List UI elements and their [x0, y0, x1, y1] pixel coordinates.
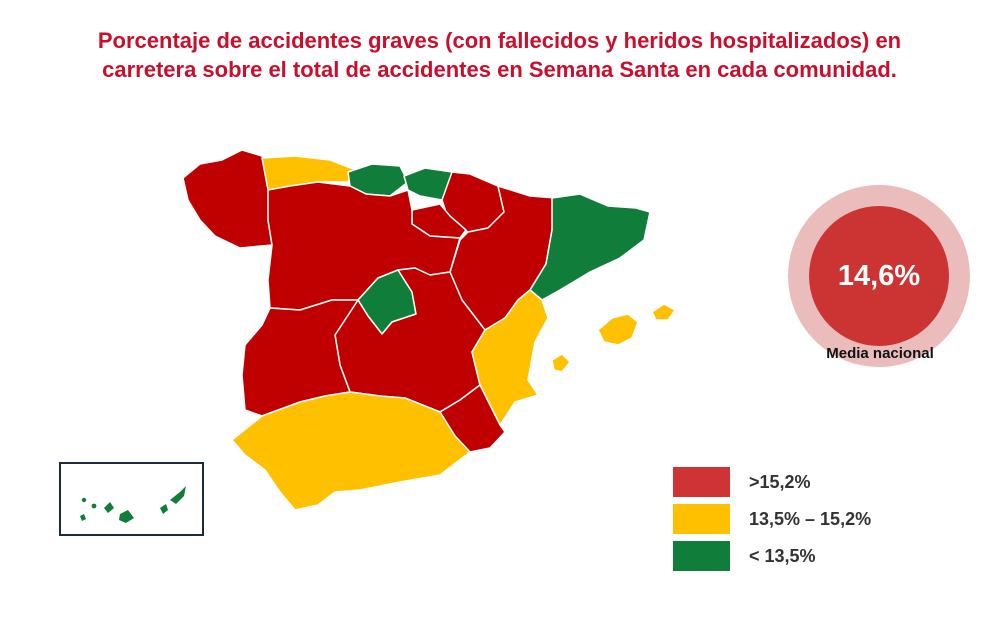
legend-label-mid: 13,5% – 15,2%: [749, 509, 872, 529]
legend-swatch-high: [673, 467, 730, 497]
canary-islands-inset: [59, 462, 204, 536]
legend-label-low: < 13,5%: [749, 546, 816, 566]
national-average-value: 14,6%: [837, 259, 921, 292]
national-average-label: Media nacional: [826, 345, 934, 362]
map-title: Porcentaje de accidentes graves (con fal…: [0, 26, 999, 84]
title-line-1: Porcentaje de accidentes graves (con fal…: [97, 28, 902, 53]
legend-swatch-low: [673, 541, 730, 571]
title-line-2: carretera sobre el total de accidentes e…: [102, 57, 897, 82]
average-core: 14,6%: [809, 206, 949, 346]
national-average-badge: 14,6%: [788, 185, 970, 367]
region-cataluna: [529, 193, 651, 301]
legend-label-high: >15,2%: [749, 472, 811, 492]
region-andalucia: [231, 391, 471, 511]
region-canarias: [80, 486, 186, 523]
legend-swatch-mid: [673, 504, 730, 534]
region-baleares: [551, 303, 676, 373]
region-comunidad-valenciana: [471, 289, 549, 426]
region-galicia: [182, 149, 273, 249]
